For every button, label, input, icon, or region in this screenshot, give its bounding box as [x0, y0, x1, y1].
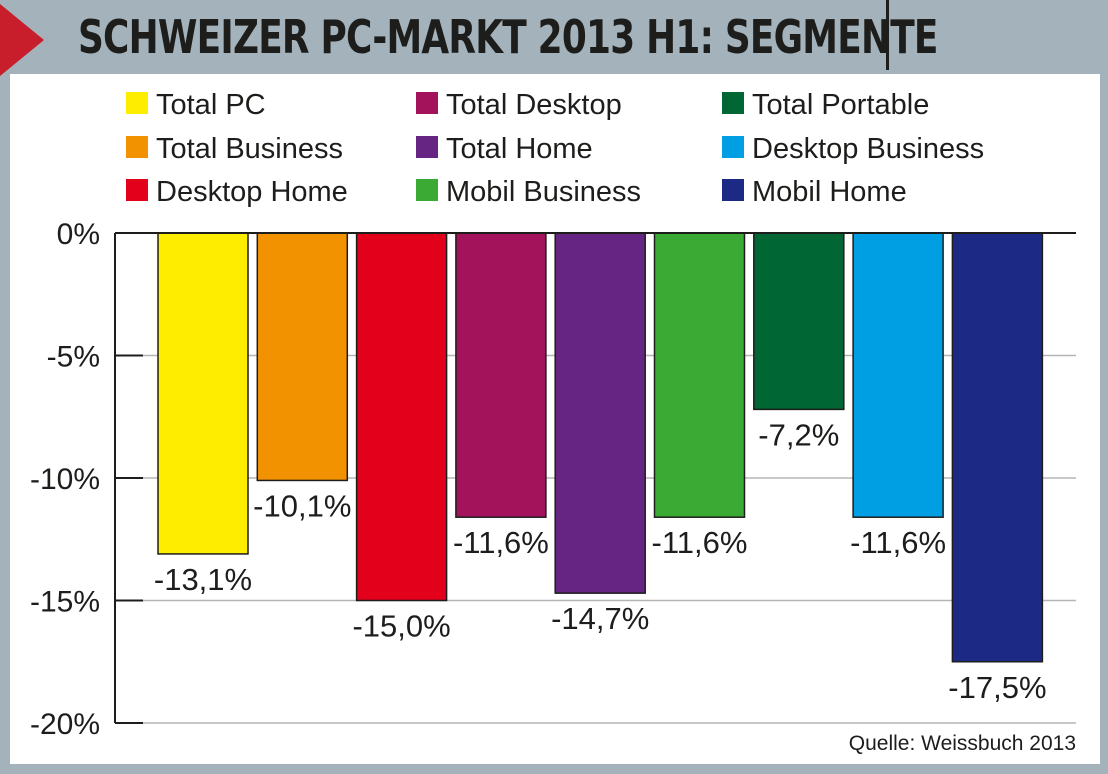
legend-swatch-total-portable [722, 92, 744, 114]
bar-mobil-home [951, 232, 1044, 663]
y-tick-label: -5% [47, 341, 100, 374]
legend-item-mobil-home: Mobil Home [752, 176, 907, 208]
bar-total-business [256, 232, 349, 482]
chart-title: SCHWEIZER PC-MARKT 2013 H1: SEGMENTE [78, 10, 938, 64]
legend-item-total-desktop: Total Desktop [446, 89, 622, 121]
bar-mobil-business [653, 232, 746, 518]
legend-item-mobil-business: Mobil Business [446, 176, 641, 208]
data-label-mobil-home: -17,5% [948, 670, 1046, 705]
y-tick-label: 0% [57, 218, 100, 251]
title-arrow-icon [0, 4, 44, 76]
legend-item-total-home: Total Home [446, 133, 593, 165]
data-label-desktop-home: -15,0% [352, 609, 450, 644]
legend-swatch-desktop-business [722, 136, 744, 158]
legend-item-total-portable: Total Portable [752, 89, 929, 121]
legend-swatch-desktop-home [126, 179, 148, 201]
legend-item-desktop-home: Desktop Home [156, 176, 348, 208]
y-tick-label: -10% [30, 463, 100, 496]
data-label-desktop-business: -11,6% [850, 525, 946, 560]
bar-total-home [554, 232, 646, 594]
source-note: Quelle: Weissbuch 2013 [849, 732, 1076, 755]
bar-total-pc [157, 232, 249, 555]
legend-swatch-mobil-home [722, 179, 744, 201]
bar-total-desktop [455, 232, 547, 518]
bar-total-portable [753, 232, 845, 411]
legend-item-total-business: Total Business [156, 133, 343, 165]
legend-swatch-total-home [416, 136, 438, 158]
legend-swatch-total-desktop [416, 92, 438, 114]
data-label-total-business: -10,1% [253, 488, 351, 523]
bar-desktop-home [355, 232, 448, 602]
data-label-total-pc: -13,1% [154, 562, 252, 597]
y-tick-label: -20% [30, 708, 100, 741]
data-label-total-desktop: -11,6% [453, 525, 549, 560]
data-label-total-portable: -7,2% [758, 417, 839, 452]
data-label-mobil-business: -11,6% [652, 525, 748, 560]
legend-swatch-total-pc [126, 92, 148, 114]
legend-item-total-pc: Total PC [156, 89, 266, 121]
legend-swatch-mobil-business [416, 179, 438, 201]
title-divider [886, 0, 889, 70]
legend-item-desktop-business: Desktop Business [752, 133, 984, 165]
data-label-total-home: -14,7% [551, 601, 649, 636]
legend-swatch-total-business [126, 136, 148, 158]
y-tick-label: -15% [30, 586, 100, 619]
bar-desktop-business [852, 232, 944, 518]
